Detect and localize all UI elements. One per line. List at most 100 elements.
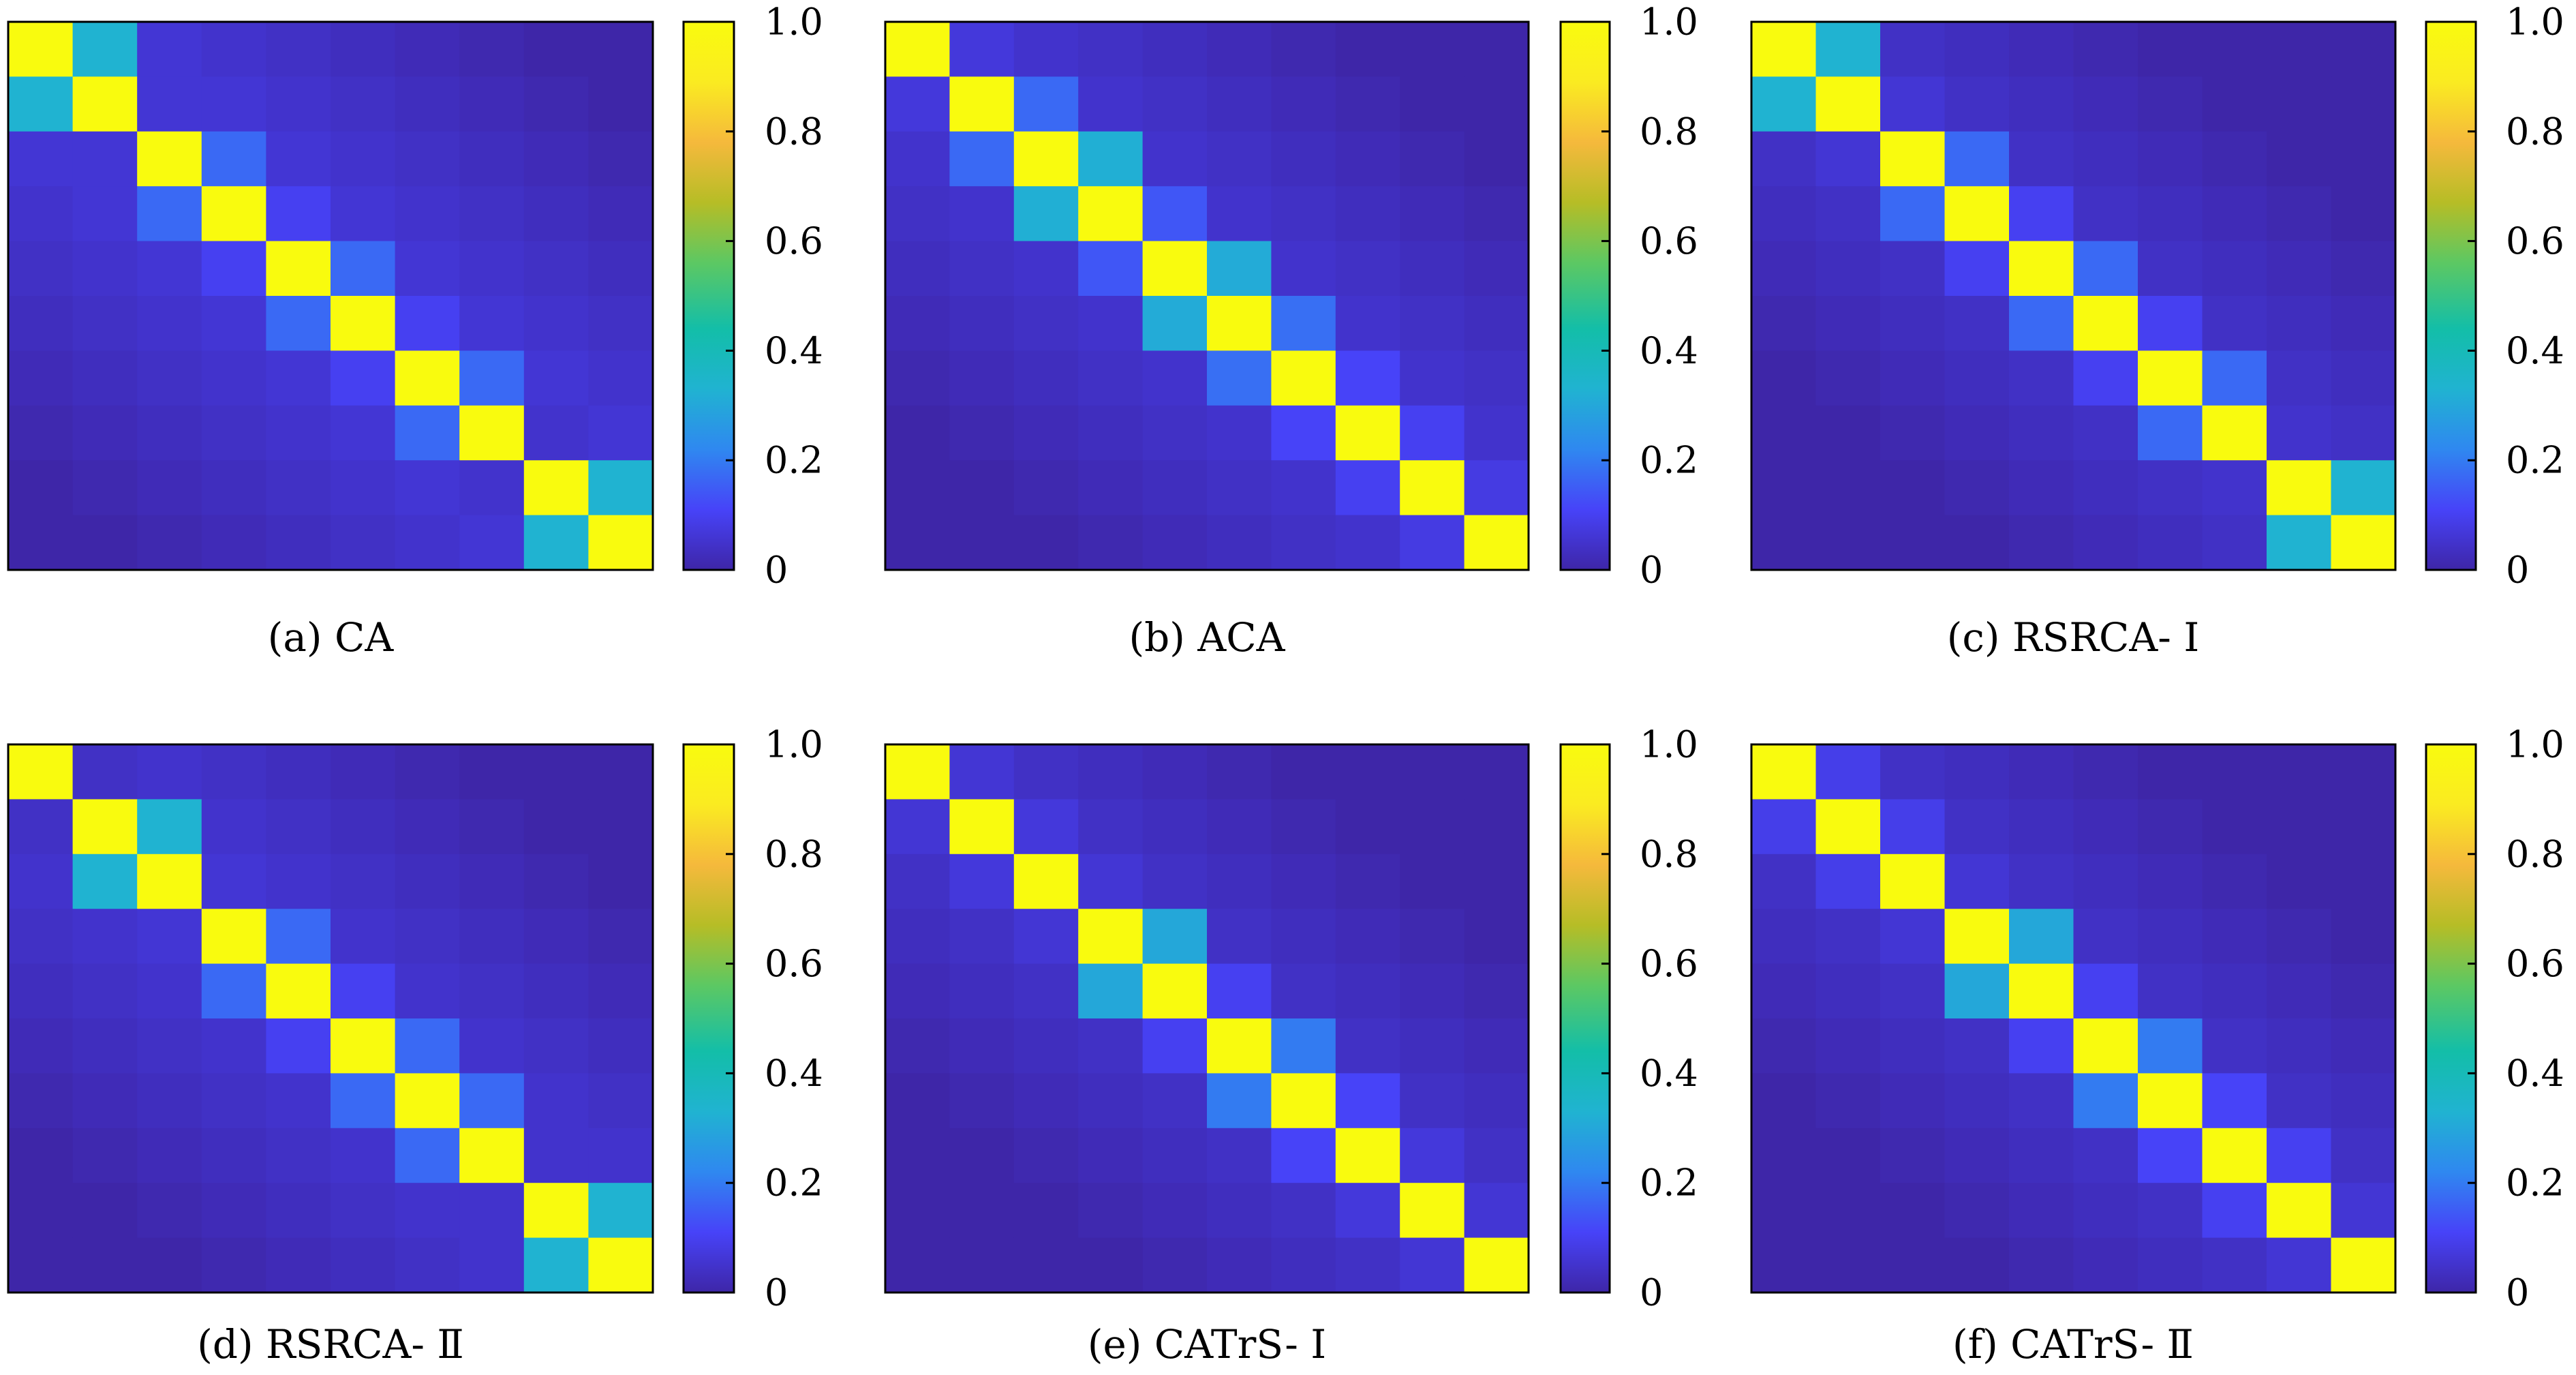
- heatmap-cell: [949, 350, 1015, 406]
- heatmap-cell: [588, 460, 654, 516]
- heatmap-cell: [331, 799, 396, 855]
- heatmap-cell: [266, 1128, 331, 1183]
- heatmap-cell: [1013, 853, 1079, 909]
- heatmap-cell: [2073, 853, 2138, 909]
- heatmap-cell: [523, 909, 589, 965]
- heatmap-cell: [885, 909, 950, 965]
- heatmap-cell: [1400, 405, 1465, 461]
- heatmap-cell: [1335, 1073, 1400, 1129]
- heatmap-cell: [949, 515, 1015, 571]
- panel-caption: (e) CATrS- Ⅰ: [1088, 1321, 1326, 1368]
- heatmap-cell: [459, 131, 525, 187]
- heatmap-cell: [72, 405, 138, 461]
- heatmap-cell: [201, 350, 266, 406]
- heatmap-cell: [266, 241, 331, 297]
- heatmap-cell: [523, 1237, 589, 1293]
- colorbar-tick-label: 1.0: [765, 723, 823, 766]
- heatmap-cell: [523, 186, 589, 242]
- heatmap-cell: [949, 1018, 1015, 1074]
- heatmap-cell: [1335, 744, 1400, 800]
- heatmap-cell: [2073, 405, 2138, 461]
- heatmap-cell: [1880, 744, 1946, 800]
- heatmap-cell: [266, 1183, 331, 1239]
- heatmap-cell: [1944, 1018, 2010, 1074]
- heatmap-cell: [1271, 460, 1336, 516]
- heatmap-cell: [1464, 744, 1529, 800]
- heatmap-cell: [266, 1018, 331, 1074]
- heatmap-cell: [1207, 186, 1272, 242]
- heatmap-cell: [2202, 296, 2267, 351]
- heatmap-cell: [1078, 350, 1144, 406]
- heatmap-cell: [72, 1128, 138, 1183]
- colorbar-tick-label: 0.4: [2506, 329, 2564, 372]
- heatmap-cell: [2073, 515, 2138, 571]
- heatmap-cell: [1944, 799, 2010, 855]
- heatmap-cell: [2331, 241, 2396, 297]
- heatmap-cell: [201, 1073, 266, 1129]
- heatmap-cell: [523, 515, 589, 571]
- heatmap-cell: [395, 515, 460, 571]
- heatmap-cell: [2267, 22, 2332, 77]
- heatmap-cell: [588, 744, 654, 800]
- heatmap-cell: [1142, 405, 1208, 461]
- heatmap-cell: [1013, 515, 1079, 571]
- heatmap-cell: [459, 22, 525, 77]
- heatmap-cell: [331, 744, 396, 800]
- heatmap-cell: [588, 350, 654, 406]
- heatmap-cell: [1815, 909, 1881, 965]
- heatmap-cell: [1751, 744, 1817, 800]
- heatmap-cell: [2138, 405, 2203, 461]
- heatmap-cell: [885, 1183, 950, 1239]
- heatmap-cell: [588, 1018, 654, 1074]
- heatmap-cell: [1880, 76, 1946, 132]
- heatmap-cell: [2009, 460, 2074, 516]
- heatmap-cell: [1142, 799, 1208, 855]
- heatmap-cell: [459, 350, 525, 406]
- heatmap-cell: [1207, 1073, 1272, 1129]
- colorbar-tick-label: 0.8: [2506, 832, 2564, 875]
- heatmap-cell: [1335, 405, 1400, 461]
- heatmap-cell: [1207, 460, 1272, 516]
- heatmap-cell: [1271, 76, 1336, 132]
- heatmap-cell: [137, 22, 202, 77]
- heatmap-cell: [1880, 460, 1946, 516]
- heatmap-cell: [1207, 1128, 1272, 1183]
- heatmap-cell: [1751, 1073, 1817, 1129]
- heatmap-cell: [2202, 799, 2267, 855]
- colorbar-tick-label: 0.2: [2506, 1162, 2564, 1205]
- heatmap-cell: [1078, 131, 1144, 187]
- heatmap-cell: [1013, 1073, 1079, 1129]
- heatmap-cell: [1078, 296, 1144, 351]
- heatmap-cell: [2073, 909, 2138, 965]
- heatmap-cell: [1271, 963, 1336, 1019]
- heatmap-cell: [395, 241, 460, 297]
- heatmap-cell: [1013, 1018, 1079, 1074]
- colorbar-tick-label: 1.0: [1640, 723, 1698, 766]
- heatmap-cell: [1751, 22, 1817, 77]
- heatmap-cell: [588, 241, 654, 297]
- heatmap-cell: [2073, 963, 2138, 1019]
- heatmap-cell: [2009, 186, 2074, 242]
- heatmap-cell: [201, 1237, 266, 1293]
- heatmap-cell: [1142, 22, 1208, 77]
- heatmap-cell: [1944, 460, 2010, 516]
- heatmap-cell: [1271, 296, 1336, 351]
- heatmap-cell: [523, 744, 589, 800]
- heatmap-panel: 1.0 0.8 0.6 0.4 0.2 0 (c) RSRCA- Ⅰ: [1750, 1, 2564, 661]
- heatmap-cell: [1815, 1073, 1881, 1129]
- heatmap-cell: [2073, 1128, 2138, 1183]
- heatmap-cell: [2138, 744, 2203, 800]
- heatmap-cell: [588, 1128, 654, 1183]
- heatmap-cell: [459, 799, 525, 855]
- heatmap-cell: [949, 241, 1015, 297]
- heatmap-cell: [72, 296, 138, 351]
- heatmap-cell: [523, 1018, 589, 1074]
- heatmap-cell: [885, 1018, 950, 1074]
- heatmap-cell: [1142, 131, 1208, 187]
- heatmap-cell: [331, 405, 396, 461]
- panel-caption: (a) CA: [268, 614, 395, 661]
- heatmap-cell: [459, 1128, 525, 1183]
- heatmap-cell: [1013, 241, 1079, 297]
- heatmap-panel: 1.0 0.8 0.6 0.4 0.2 0 (a) CA: [7, 1, 823, 661]
- heatmap-cell: [1464, 515, 1529, 571]
